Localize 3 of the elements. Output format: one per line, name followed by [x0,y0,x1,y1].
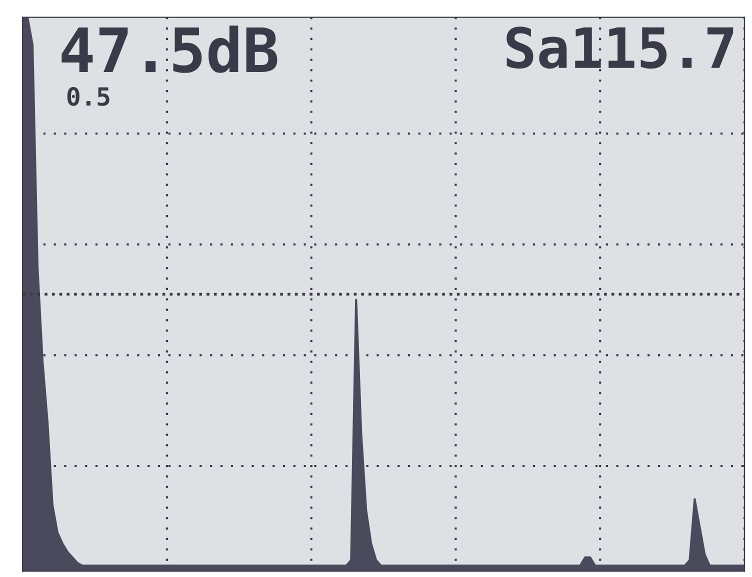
annotation: 47.5dB [62,26,278,73]
annotation: Sa115.7 [506,26,734,69]
annotation: 0.5 [67,86,110,106]
